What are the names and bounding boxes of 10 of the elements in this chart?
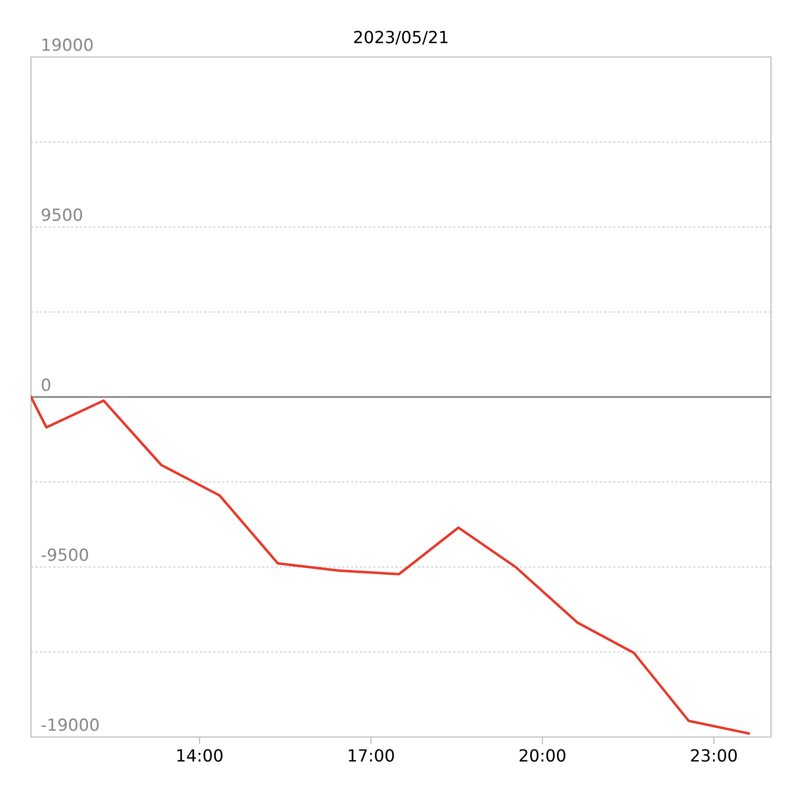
y-tick-label: -9500: [42, 548, 88, 561]
x-tick-label: 14:00: [177, 749, 222, 762]
chart-title: 2023/05/21: [354, 30, 448, 45]
y-tick-label: 9500: [42, 208, 82, 221]
x-tick-label: 23:00: [691, 749, 737, 762]
x-tick-label: 17:00: [348, 749, 394, 762]
y-tick-label: 0: [42, 378, 50, 391]
y-tick-label: -19000: [42, 718, 99, 731]
y-tick-label: 19000: [42, 38, 93, 51]
x-tick-label: 20:00: [520, 749, 566, 762]
